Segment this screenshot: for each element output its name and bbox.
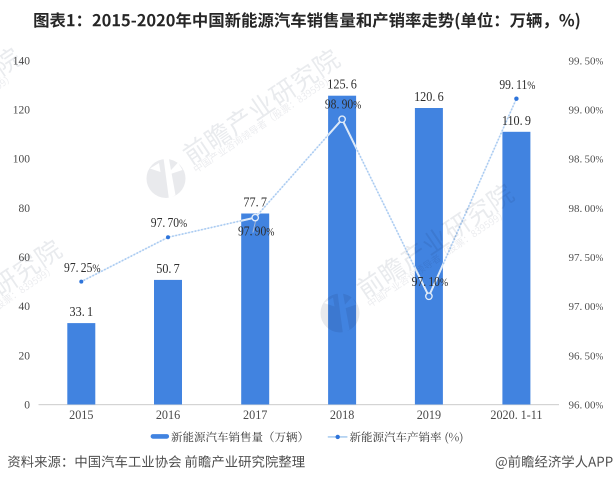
svg-text:99.00%: 99. 00% bbox=[569, 105, 604, 117]
svg-text:80: 80 bbox=[19, 203, 31, 215]
svg-text:97.90%: 97. 90% bbox=[238, 224, 275, 239]
svg-text:2015: 2015 bbox=[69, 408, 93, 422]
svg-text:98.00%: 98. 00% bbox=[569, 203, 604, 215]
svg-text:2016: 2016 bbox=[156, 408, 180, 422]
svg-text:96.50%: 96. 50% bbox=[569, 350, 604, 362]
svg-text:50.7: 50. 7 bbox=[156, 260, 180, 276]
svg-text:98.50%: 98. 50% bbox=[569, 154, 604, 166]
svg-text:77.7: 77. 7 bbox=[243, 194, 267, 210]
svg-text:120.6: 120. 6 bbox=[414, 88, 444, 104]
svg-text:2017: 2017 bbox=[243, 408, 267, 422]
svg-text:120: 120 bbox=[13, 104, 31, 116]
svg-text:97.70%: 97. 70% bbox=[151, 215, 188, 230]
svg-text:2018: 2018 bbox=[330, 408, 354, 422]
svg-text:33.1: 33. 1 bbox=[70, 303, 94, 319]
svg-text:97.00%: 97. 00% bbox=[569, 301, 604, 313]
svg-text:125.6: 125. 6 bbox=[327, 76, 357, 92]
svg-text:97.10%: 97. 10% bbox=[412, 274, 449, 289]
svg-text:0: 0 bbox=[24, 400, 30, 412]
svg-text:97.50%: 97. 50% bbox=[569, 252, 604, 264]
svg-text:97.25%: 97. 25% bbox=[64, 260, 101, 275]
svg-text:100: 100 bbox=[13, 154, 31, 166]
svg-text:99.50%: 99. 50% bbox=[569, 55, 604, 67]
svg-text:99.11%: 99. 11% bbox=[499, 77, 535, 92]
svg-text:2019: 2019 bbox=[417, 408, 441, 422]
svg-text:20: 20 bbox=[19, 350, 31, 362]
svg-text:2020.1-11: 2020. 1-11 bbox=[490, 408, 542, 422]
svg-text:96.00%: 96. 00% bbox=[569, 400, 604, 412]
svg-text:98.90%: 98. 90% bbox=[325, 97, 362, 112]
svg-text:60: 60 bbox=[19, 252, 31, 264]
svg-text:40: 40 bbox=[19, 301, 31, 313]
svg-text:110.9: 110. 9 bbox=[502, 112, 532, 128]
